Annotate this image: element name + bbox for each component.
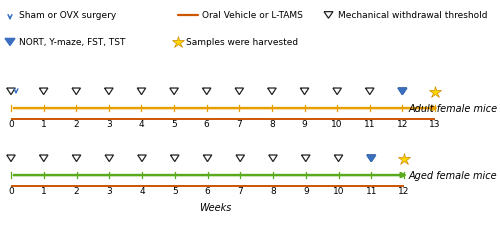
Text: 13: 13 <box>429 120 441 129</box>
Text: Sham or OVX surgery: Sham or OVX surgery <box>19 11 116 20</box>
Text: 0: 0 <box>8 187 14 196</box>
Text: NORT, Y-maze, FST, TST: NORT, Y-maze, FST, TST <box>19 38 126 47</box>
Text: 5: 5 <box>171 120 177 129</box>
Text: 8: 8 <box>270 187 276 196</box>
Text: 7: 7 <box>238 187 243 196</box>
Text: 9: 9 <box>302 120 308 129</box>
Text: 12: 12 <box>398 187 409 196</box>
Text: Aged female mice: Aged female mice <box>409 171 498 181</box>
Text: 11: 11 <box>366 187 377 196</box>
Text: 8: 8 <box>269 120 275 129</box>
Text: Adult female mice: Adult female mice <box>408 104 498 114</box>
Text: 1: 1 <box>41 187 46 196</box>
Text: 3: 3 <box>106 120 112 129</box>
Text: 6: 6 <box>204 120 210 129</box>
Text: 12: 12 <box>396 120 408 129</box>
Text: 5: 5 <box>172 187 178 196</box>
Text: 1: 1 <box>40 120 46 129</box>
Text: Samples were harvested: Samples were harvested <box>186 38 298 47</box>
Text: 0: 0 <box>8 120 14 129</box>
Text: 10: 10 <box>332 120 343 129</box>
Text: 3: 3 <box>106 187 112 196</box>
Text: 4: 4 <box>138 120 144 129</box>
Text: Mechanical withdrawal threshold: Mechanical withdrawal threshold <box>338 11 488 20</box>
Text: 11: 11 <box>364 120 376 129</box>
Polygon shape <box>398 88 407 95</box>
Text: 2: 2 <box>74 120 79 129</box>
Text: 2: 2 <box>74 187 80 196</box>
Text: 4: 4 <box>139 187 145 196</box>
Text: Weeks: Weeks <box>199 203 231 213</box>
Text: Oral Vehicle or L-TAMS: Oral Vehicle or L-TAMS <box>202 11 304 20</box>
Text: 9: 9 <box>303 187 308 196</box>
Text: 6: 6 <box>204 187 210 196</box>
Text: 7: 7 <box>236 120 242 129</box>
Polygon shape <box>367 155 376 162</box>
Polygon shape <box>5 39 15 46</box>
Text: 10: 10 <box>333 187 344 196</box>
